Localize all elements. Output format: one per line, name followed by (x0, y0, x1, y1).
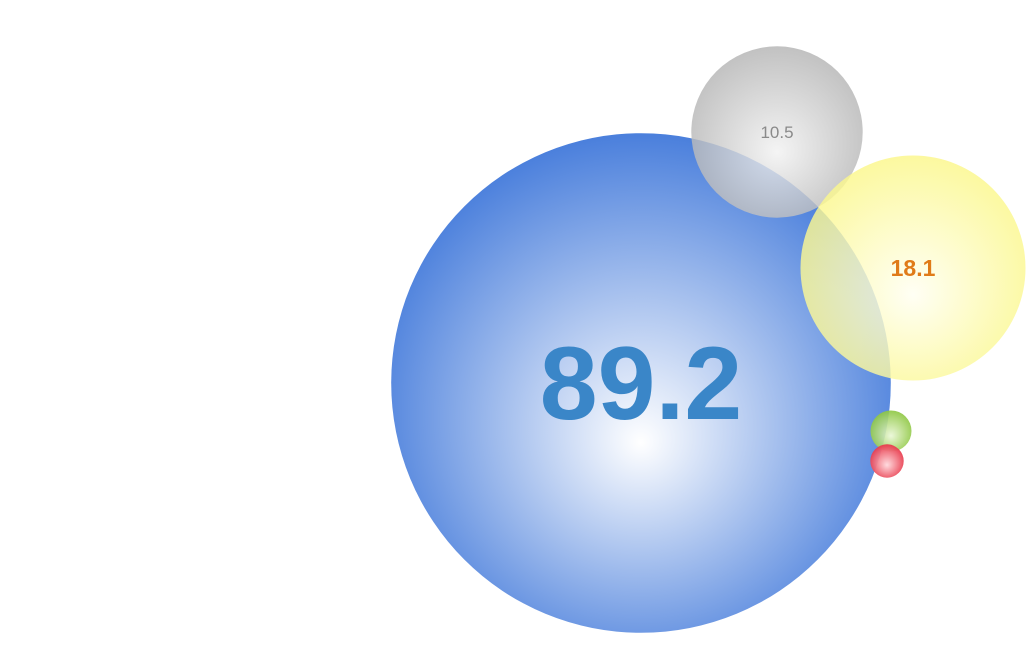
bubble-10-5-label: 10.5 (760, 123, 793, 142)
bubble-10-5[interactable] (691, 46, 863, 218)
bubble-green[interactable] (870, 410, 912, 452)
bubble-18-1[interactable] (800, 155, 1026, 381)
bubble-18-1-label: 18.1 (891, 255, 936, 281)
bubble-red[interactable] (870, 444, 904, 478)
bubbles-layer (391, 46, 1026, 633)
labels-layer: 89.2 10.5 18.1 (540, 123, 936, 442)
bubble-89-2[interactable] (391, 133, 891, 633)
bubble-89-2-label: 89.2 (540, 326, 742, 442)
